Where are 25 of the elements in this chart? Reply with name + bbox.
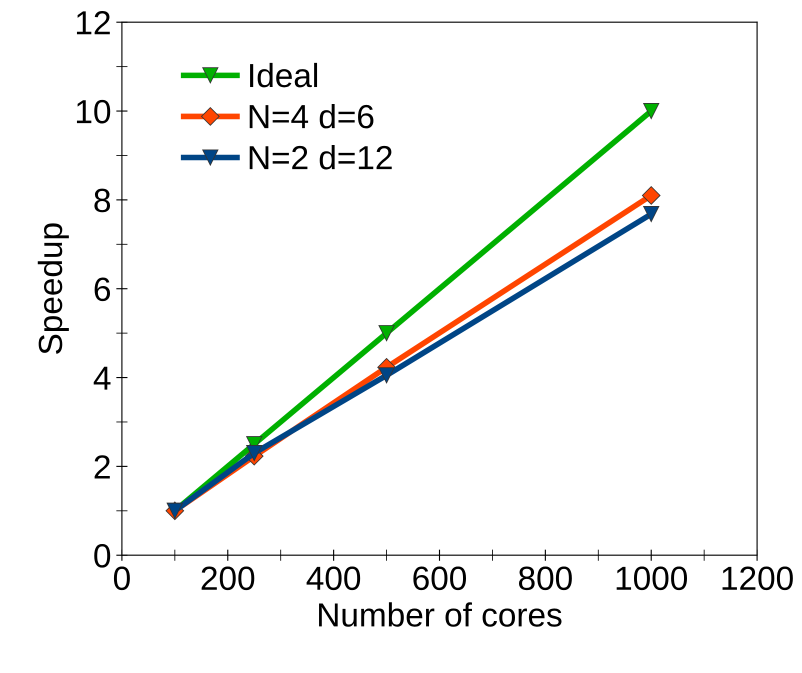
x-tick-label: 200 bbox=[202, 566, 254, 590]
y-tick-label: 2 bbox=[94, 455, 110, 478]
x-tick-label: 1000 bbox=[616, 566, 687, 590]
x-tick-label: 600 bbox=[413, 566, 466, 590]
point bbox=[643, 102, 660, 120]
y-tick-label: 8 bbox=[94, 188, 110, 212]
legend-label: N=2 d=12 bbox=[250, 145, 392, 170]
y-tick-label: 0 bbox=[94, 544, 110, 568]
point bbox=[378, 367, 395, 384]
point bbox=[246, 445, 262, 462]
x-axis-title: Number of cores bbox=[319, 602, 562, 627]
y-tick-label: 4 bbox=[94, 366, 111, 390]
x-tick-label: 800 bbox=[519, 566, 572, 590]
y-axis-title: Speedup bbox=[38, 223, 69, 354]
x-tick-label: 400 bbox=[306, 566, 360, 590]
y-tick-label: 6 bbox=[94, 278, 110, 302]
point bbox=[643, 206, 660, 222]
legend-label: Ideal bbox=[250, 62, 318, 88]
y-tick-label: 12 bbox=[76, 11, 110, 34]
point bbox=[642, 186, 660, 205]
legend-label: N=4 d=6 bbox=[250, 104, 374, 128]
x-tick-label: 1200 bbox=[722, 566, 793, 590]
x-tick-label: 0 bbox=[114, 566, 130, 590]
y-tick-label: 10 bbox=[76, 100, 110, 124]
point bbox=[378, 325, 395, 342]
